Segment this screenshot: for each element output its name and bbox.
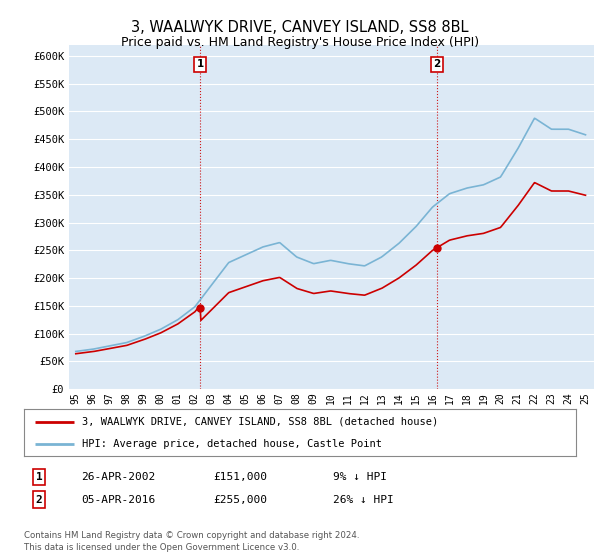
- Text: 1: 1: [197, 59, 204, 69]
- Text: 26-APR-2002: 26-APR-2002: [81, 472, 155, 482]
- Text: HPI: Average price, detached house, Castle Point: HPI: Average price, detached house, Cast…: [82, 438, 382, 449]
- Text: Contains HM Land Registry data © Crown copyright and database right 2024.: Contains HM Land Registry data © Crown c…: [24, 531, 359, 540]
- Text: 3, WAALWYK DRIVE, CANVEY ISLAND, SS8 8BL: 3, WAALWYK DRIVE, CANVEY ISLAND, SS8 8BL: [131, 20, 469, 35]
- Text: 3, WAALWYK DRIVE, CANVEY ISLAND, SS8 8BL (detached house): 3, WAALWYK DRIVE, CANVEY ISLAND, SS8 8BL…: [82, 417, 438, 427]
- Text: £255,000: £255,000: [213, 494, 267, 505]
- Text: Price paid vs. HM Land Registry's House Price Index (HPI): Price paid vs. HM Land Registry's House …: [121, 36, 479, 49]
- Text: 26% ↓ HPI: 26% ↓ HPI: [333, 494, 394, 505]
- Text: 1: 1: [35, 472, 43, 482]
- Text: 2: 2: [434, 59, 441, 69]
- Text: 2: 2: [35, 494, 43, 505]
- Text: £151,000: £151,000: [213, 472, 267, 482]
- Text: 05-APR-2016: 05-APR-2016: [81, 494, 155, 505]
- Text: 9% ↓ HPI: 9% ↓ HPI: [333, 472, 387, 482]
- Text: This data is licensed under the Open Government Licence v3.0.: This data is licensed under the Open Gov…: [24, 543, 299, 552]
